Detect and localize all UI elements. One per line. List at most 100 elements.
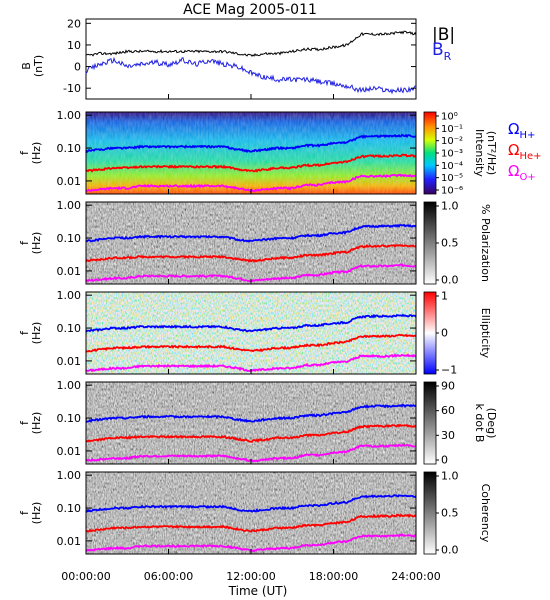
colorbar-label: k dot B bbox=[473, 404, 486, 443]
y-tick-label: 1.00 bbox=[57, 109, 82, 122]
series-line-b-magnitude bbox=[86, 30, 417, 57]
colorbar-unit: (nT²/Hz) bbox=[485, 131, 498, 175]
colorbar bbox=[423, 111, 437, 195]
colorbar bbox=[423, 291, 437, 375]
y-axis-unit: (Hz) bbox=[30, 502, 43, 525]
spectrogram-texture bbox=[86, 112, 416, 194]
colorbar-tick-label: 1.0 bbox=[441, 470, 459, 483]
colorbar-tick-label: 0 bbox=[441, 454, 448, 467]
y-tick-label: 0.10 bbox=[57, 232, 82, 245]
y-tick-label: 1.00 bbox=[57, 289, 82, 302]
spectrogram-texture bbox=[86, 472, 416, 554]
colorbar-tick-label: 10⁻² bbox=[441, 136, 463, 147]
legend-entry-b-magnitude: |B| bbox=[432, 25, 455, 45]
colorbar-label: % Polarization bbox=[479, 204, 492, 282]
y-tick-label: 10 bbox=[67, 39, 81, 52]
colorbar-tick-label: 0.0 bbox=[441, 274, 459, 287]
y-tick-label: 0.01 bbox=[57, 265, 82, 278]
gyrofrequency-line bbox=[85, 153, 417, 173]
y-axis-label: f bbox=[18, 420, 31, 425]
legend-entry-h-plus: ΩH+ bbox=[508, 120, 535, 141]
panel-frame bbox=[85, 18, 417, 100]
colorbar-tick-label: 10⁰ bbox=[441, 112, 458, 123]
legend-entry-o-plus: ΩO+ bbox=[508, 162, 536, 183]
gyrofrequency-legend: ΩH+ ΩHe+ ΩO+ bbox=[508, 120, 542, 183]
colorbar-label: Ellipticity bbox=[479, 308, 492, 359]
x-tick-label: 06:00:00 bbox=[144, 570, 193, 583]
colorbar-unit: (Deg) bbox=[485, 408, 498, 439]
y-tick-label: 0.01 bbox=[57, 535, 82, 548]
spectrogram-panel: 1.00 0.10 0.01 f (Hz) 1 0 −1 Ellipticity bbox=[18, 289, 492, 376]
y-tick-label: 1.00 bbox=[57, 199, 82, 212]
gyrofrequency-line bbox=[85, 333, 417, 353]
y-axis-label: f bbox=[18, 510, 31, 515]
y-tick-label: 0.10 bbox=[57, 412, 82, 425]
y-tick-label: 1.00 bbox=[57, 379, 82, 392]
y-axis-label: B bbox=[20, 62, 33, 70]
spectrogram-texture bbox=[86, 292, 416, 374]
gyrofrequency-line bbox=[85, 244, 417, 263]
x-axis: 00:00:00 06:00:00 12:00:00 18:00:00 24:00:00 bbox=[61, 94, 441, 583]
gyrofrequency-line bbox=[85, 133, 417, 154]
colorbar-tick-label: 0.5 bbox=[441, 237, 459, 250]
spectrogram-texture bbox=[86, 202, 416, 284]
y-tick-label: 20 bbox=[67, 17, 81, 30]
x-tick-label: 12:00:00 bbox=[226, 570, 275, 583]
colorbar-tick-label: 0.5 bbox=[441, 507, 459, 520]
gyrofrequency-line bbox=[85, 403, 417, 423]
colorbar bbox=[423, 381, 437, 465]
gyrofrequency-line bbox=[85, 494, 417, 513]
spectrogram-panel: 1.00 0.10 0.01 f (Hz) 90 60 30 0 k dot B (Deg) bbox=[18, 379, 498, 466]
colorbar bbox=[423, 471, 437, 555]
colorbar-tick-label: 60 bbox=[441, 404, 455, 417]
x-tick-label: 18:00:00 bbox=[309, 570, 358, 583]
colorbar-tick-label: 10⁻¹ bbox=[441, 124, 463, 135]
spectrogram-texture bbox=[86, 382, 416, 464]
x-tick-label: 24:00:00 bbox=[391, 570, 440, 583]
gyrofrequency-line bbox=[85, 423, 417, 443]
gyrofrequency-line bbox=[85, 313, 417, 333]
colorbar-tick-label: 90 bbox=[441, 380, 455, 393]
colorbar-tick-label: 0 bbox=[441, 327, 448, 340]
y-axis-unit: (Hz) bbox=[30, 142, 43, 165]
y-tick-label: 0.01 bbox=[57, 445, 82, 458]
colorbar-tick-label: 10⁻⁶ bbox=[441, 186, 463, 197]
colorbar-label: Intensity bbox=[473, 129, 486, 177]
series-line-b-radial bbox=[85, 56, 417, 95]
y-axis-unit: (Hz) bbox=[30, 322, 43, 345]
y-tick-label: -10 bbox=[63, 82, 81, 95]
colorbar-tick-label: 10⁻⁵ bbox=[441, 173, 463, 184]
spectrogram-panel: 1.00 0.10 0.01 f (Hz) 1.0 0.5 0.0 % Polarization bbox=[18, 199, 492, 286]
y-tick-label: 0.10 bbox=[57, 322, 82, 335]
colorbar-tick-label: 1.0 bbox=[441, 200, 459, 213]
y-axis-unit: (nT) bbox=[32, 55, 45, 77]
colorbar bbox=[423, 201, 437, 285]
legend-entry-he-plus: ΩHe+ bbox=[508, 141, 542, 162]
colorbar-tick-label: 0.0 bbox=[441, 544, 459, 557]
y-axis-unit: (Hz) bbox=[30, 232, 43, 255]
y-tick-label: 0.01 bbox=[57, 355, 82, 368]
y-tick-label: 0.10 bbox=[57, 142, 82, 155]
x-axis-label: Time (UT) bbox=[228, 584, 288, 598]
y-axis-label: f bbox=[18, 330, 31, 335]
colorbar-label: Coherency bbox=[479, 484, 492, 543]
colorbar-tick-label: 10⁻³ bbox=[441, 149, 463, 160]
y-tick-label: 1.00 bbox=[57, 469, 82, 482]
y-axis-unit: (Hz) bbox=[30, 412, 43, 435]
colorbar-tick-label: 1 bbox=[441, 290, 448, 303]
colorbar-tick-label: −1 bbox=[441, 364, 457, 377]
y-tick-label: 0.10 bbox=[57, 502, 82, 515]
gyrofrequency-line bbox=[85, 513, 417, 533]
colorbar-tick-label: 30 bbox=[441, 429, 455, 442]
chart-title: ACE Mag 2005-011 bbox=[183, 2, 317, 18]
y-tick-label: 0.01 bbox=[57, 175, 82, 188]
colorbar-tick-label: 10⁻⁴ bbox=[441, 161, 463, 172]
y-tick-label: 0 bbox=[74, 61, 81, 74]
x-tick-label: 00:00:00 bbox=[61, 570, 110, 583]
y-axis-label: f bbox=[18, 150, 31, 155]
y-axis-label: f bbox=[18, 240, 31, 245]
gyrofrequency-line bbox=[86, 223, 417, 243]
